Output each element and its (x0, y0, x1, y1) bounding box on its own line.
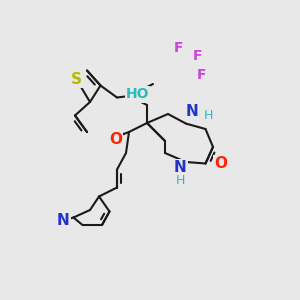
Text: F: F (197, 68, 206, 82)
Text: O: O (109, 132, 122, 147)
Text: O: O (214, 156, 227, 171)
Text: N: N (57, 213, 69, 228)
Text: HO: HO (126, 88, 149, 101)
Text: H: H (175, 173, 185, 187)
Text: S: S (71, 72, 82, 87)
Text: F: F (193, 49, 203, 62)
Text: F: F (174, 41, 183, 55)
Text: N: N (174, 160, 186, 175)
Text: N: N (186, 103, 198, 118)
Text: H: H (204, 109, 213, 122)
